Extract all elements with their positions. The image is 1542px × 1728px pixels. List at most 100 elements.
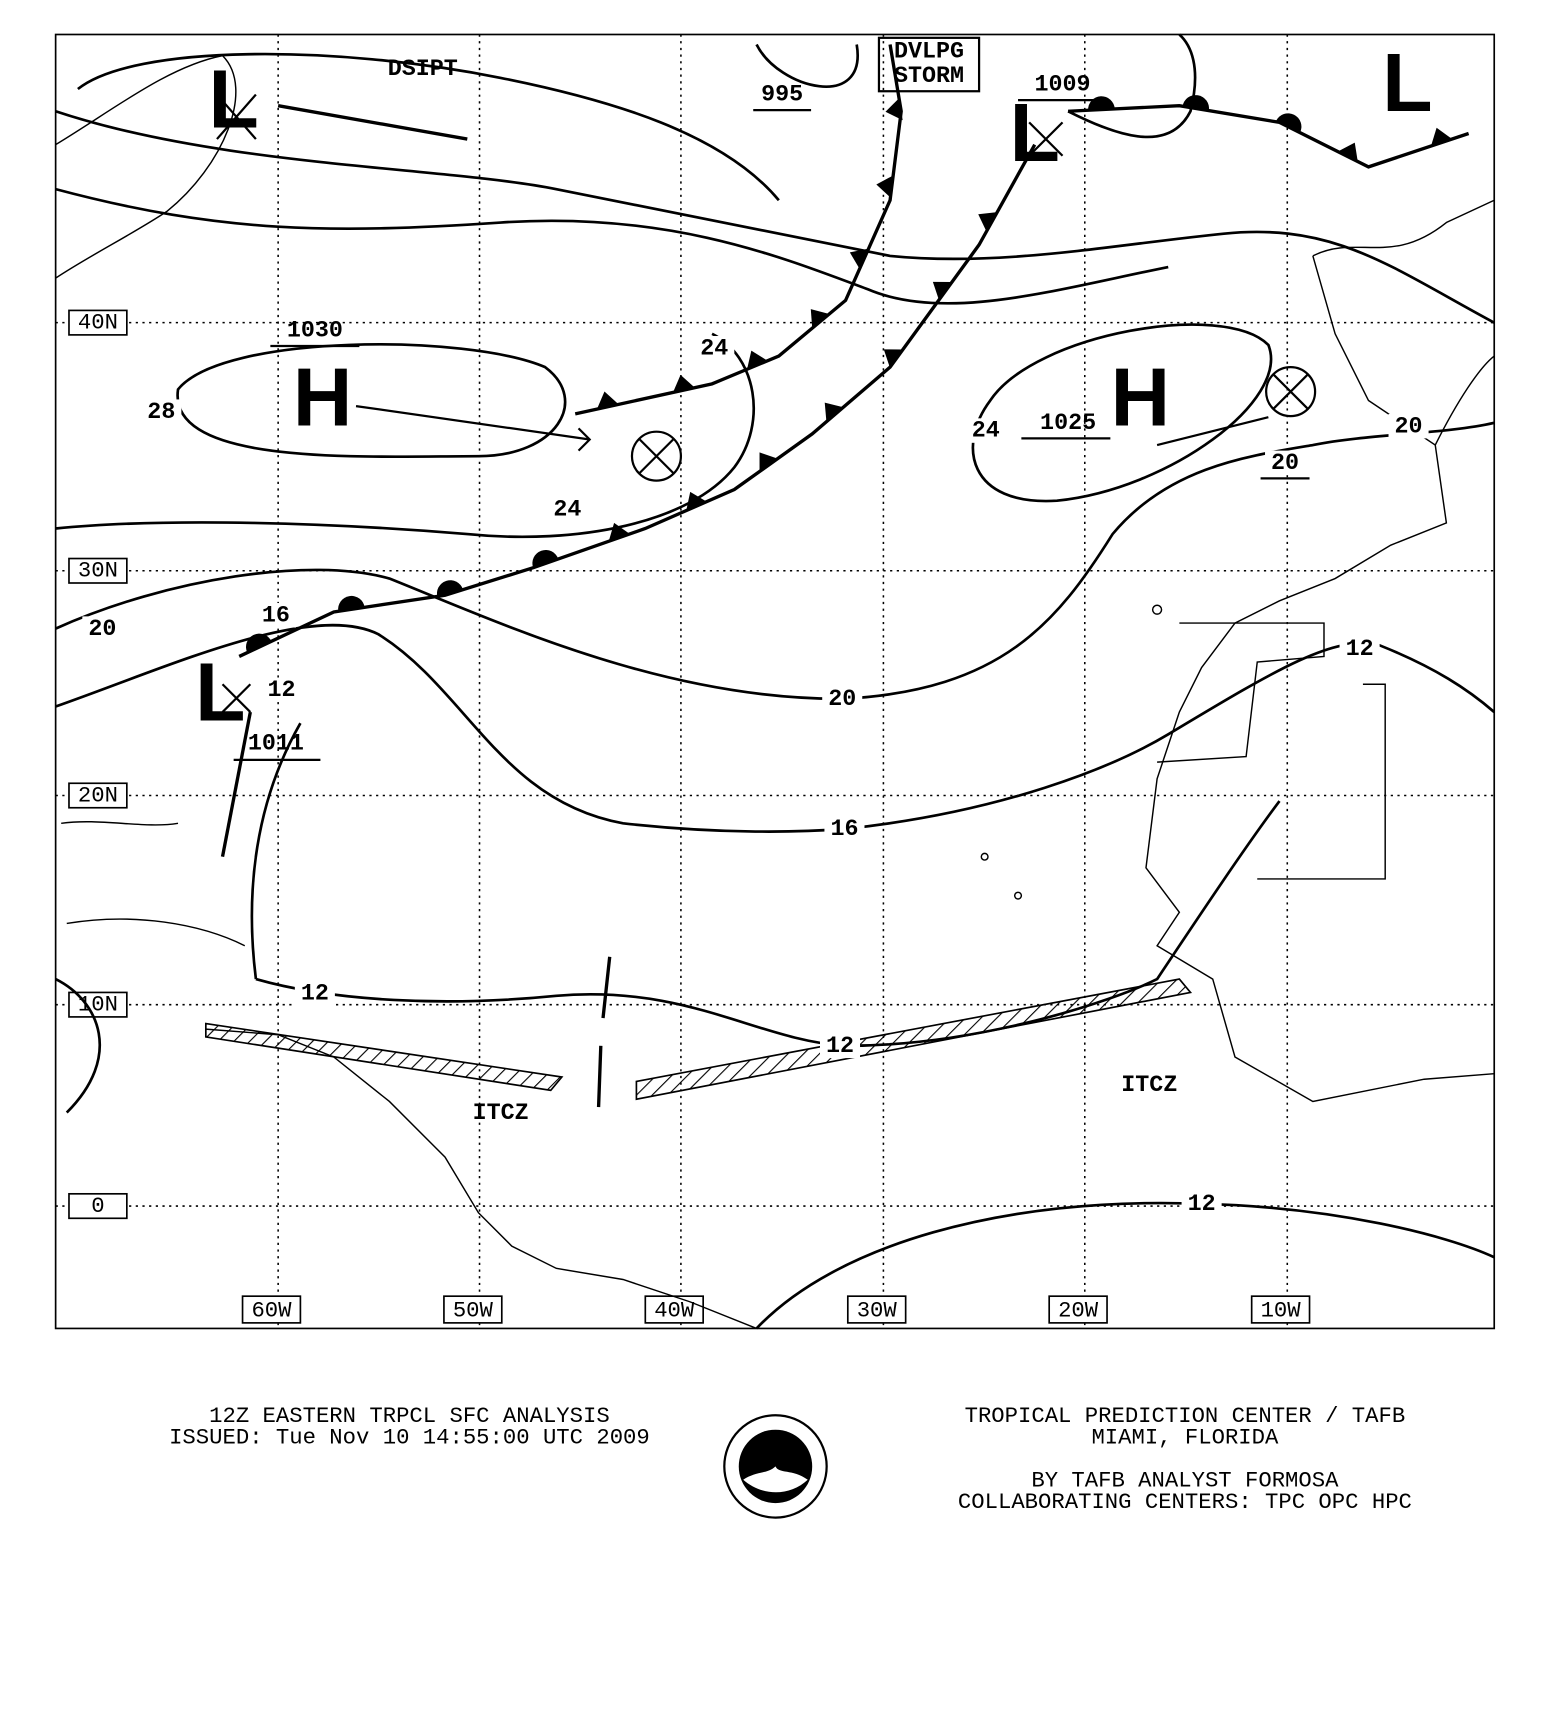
- cold-front-symbol: [608, 522, 630, 542]
- label-bg: [141, 399, 182, 424]
- isobar-label: 24: [700, 336, 728, 362]
- cold-front-symbol: [932, 281, 953, 301]
- label-box: [644, 1295, 704, 1324]
- footer-center: TROPICAL PREDICTION CENTER / TAFB: [965, 1403, 1406, 1429]
- label-bg: [294, 981, 335, 1006]
- cold-front-symbol: [824, 402, 844, 422]
- fronts: [204, 36, 1470, 1108]
- isobar-label: 24: [972, 419, 1000, 445]
- isobar-label: 12: [267, 678, 295, 704]
- cold-front-symbol: [747, 350, 768, 370]
- annotation: DSIPT: [388, 57, 458, 83]
- center-symbol: H: [1111, 352, 1170, 444]
- cold-front-symbol: [686, 491, 707, 511]
- label-bg: [1265, 450, 1306, 476]
- cold-front-symbol: [1337, 142, 1358, 162]
- isobar-label: 12: [826, 1034, 854, 1060]
- isobar-label: 12: [301, 982, 329, 1008]
- latitude-label: 40N: [78, 310, 118, 336]
- center-pressure: 1030: [287, 319, 343, 345]
- longitude-label: 50W: [453, 1298, 494, 1324]
- isobar-label: 16: [262, 603, 290, 629]
- pressure-label: 995: [761, 83, 803, 109]
- cold-front-symbol: [883, 349, 903, 368]
- footer-collaborating: COLLABORATING CENTERS: TPC OPC HPC: [958, 1489, 1412, 1515]
- label-bg: [261, 677, 302, 703]
- annotation: ITCZ: [473, 1101, 529, 1127]
- isobar-label: 20: [828, 687, 856, 713]
- center-pressure: 1025: [1040, 411, 1096, 437]
- center-symbol: L: [195, 646, 245, 738]
- noaa-logo: [723, 1414, 828, 1519]
- label-box: [68, 309, 128, 336]
- label-box: [68, 557, 128, 584]
- center-pressure: 1011: [248, 731, 304, 757]
- longitude-label: 60W: [251, 1298, 292, 1324]
- label-bg: [1339, 636, 1380, 661]
- warm-front-symbol: [245, 633, 272, 653]
- cold-front-symbol: [876, 175, 894, 198]
- label-bg: [824, 816, 865, 842]
- label-bg: [694, 336, 735, 361]
- cold-front-symbol: [759, 452, 778, 472]
- label-box: [68, 782, 128, 809]
- label-bg: [255, 603, 296, 628]
- center-symbol: L: [1010, 87, 1060, 179]
- latitude-label: 30N: [78, 558, 118, 584]
- labels: L L 1009 L H 1030 H 1025 L 1011 995 DSIP…: [82, 37, 1433, 1218]
- longitude-label: 30W: [857, 1298, 898, 1324]
- isobar-label: 24: [553, 498, 581, 524]
- label-bg: [1181, 1191, 1222, 1217]
- label-bg: [819, 1033, 861, 1059]
- footer-location: MIAMI, FLORIDA: [1091, 1424, 1279, 1450]
- label-box: [1048, 1295, 1108, 1324]
- warm-front-symbol: [1182, 95, 1210, 111]
- label-box: [1250, 1295, 1311, 1324]
- label-bg: [822, 686, 863, 711]
- cold-front-symbol: [1430, 127, 1453, 147]
- latitude-label: 20N: [78, 782, 118, 808]
- isobar-label: 12: [1188, 1192, 1216, 1218]
- label-bg: [82, 616, 123, 641]
- isobar-label: 20: [1395, 414, 1423, 440]
- center-pressure: 1009: [1034, 73, 1090, 99]
- label-box: [443, 1295, 503, 1324]
- longitude-label: 10W: [1261, 1298, 1302, 1324]
- footer: 12Z EASTERN TRPCL SFC ANALYSIS ISSUED: T…: [169, 1403, 1412, 1519]
- center-symbol: H: [293, 352, 352, 444]
- label-bg: [1388, 413, 1429, 439]
- isobar-label: 16: [830, 817, 858, 843]
- label-bg: [965, 418, 1006, 443]
- isobar-label: 20: [1271, 451, 1299, 477]
- warm-front-symbol: [532, 550, 559, 568]
- cold-front-symbol: [849, 248, 869, 269]
- label-box: [241, 1295, 302, 1324]
- warm-front-symbol: [1276, 113, 1302, 133]
- annotation: DVLPG: [894, 39, 964, 65]
- label-box: [846, 1295, 907, 1324]
- label-bg: [547, 497, 588, 522]
- cold-front-symbol: [596, 391, 619, 410]
- latitude-label: 0: [91, 1193, 104, 1219]
- cold-front-symbol: [978, 212, 998, 232]
- longitude-label: 20W: [1058, 1298, 1099, 1324]
- center-symbol: L: [208, 53, 258, 145]
- isobar-label: 28: [147, 400, 175, 426]
- center-symbol: L: [1382, 37, 1432, 129]
- cold-front-symbol: [673, 374, 695, 393]
- footer-analyst: BY TAFB ANALYST FORMOSA: [1031, 1468, 1339, 1494]
- cold-front-symbol: [885, 98, 903, 121]
- annotation: STORM: [894, 64, 964, 90]
- latitude-label: 10N: [78, 992, 118, 1018]
- cold-front-symbol: [810, 309, 830, 329]
- label-box: [68, 1192, 128, 1220]
- footer-issued: ISSUED: Tue Nov 10 14:55:00 UTC 2009: [169, 1424, 650, 1450]
- warm-front-symbol: [338, 595, 365, 612]
- annotation: ITCZ: [1121, 1073, 1177, 1099]
- footer-title: 12Z EASTERN TRPCL SFC ANALYSIS: [209, 1403, 610, 1429]
- warm-front-symbol: [436, 580, 464, 598]
- isobar-label: 12: [1346, 637, 1374, 663]
